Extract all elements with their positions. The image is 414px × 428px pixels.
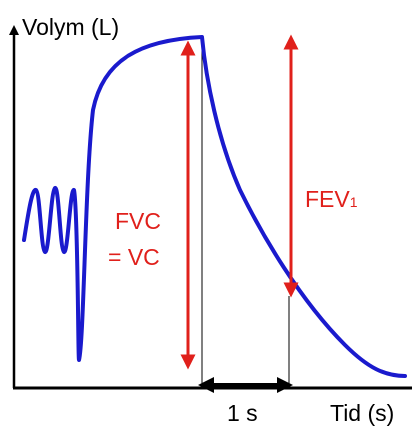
fev1-label-subscript: 1 — [349, 194, 358, 210]
fev1-label-main: FEV — [305, 186, 350, 212]
x-axis-label: Tid (s) — [330, 400, 395, 426]
y-axis-label: Volym (L) — [22, 14, 120, 40]
fev1-label: FEV1 — [305, 188, 358, 211]
fvc-label-line1: FVC — [115, 208, 161, 234]
fvc-label-line2: = VC — [108, 244, 160, 270]
time-interval-label: 1 s — [227, 400, 258, 426]
volume-time-curve — [22, 35, 407, 378]
